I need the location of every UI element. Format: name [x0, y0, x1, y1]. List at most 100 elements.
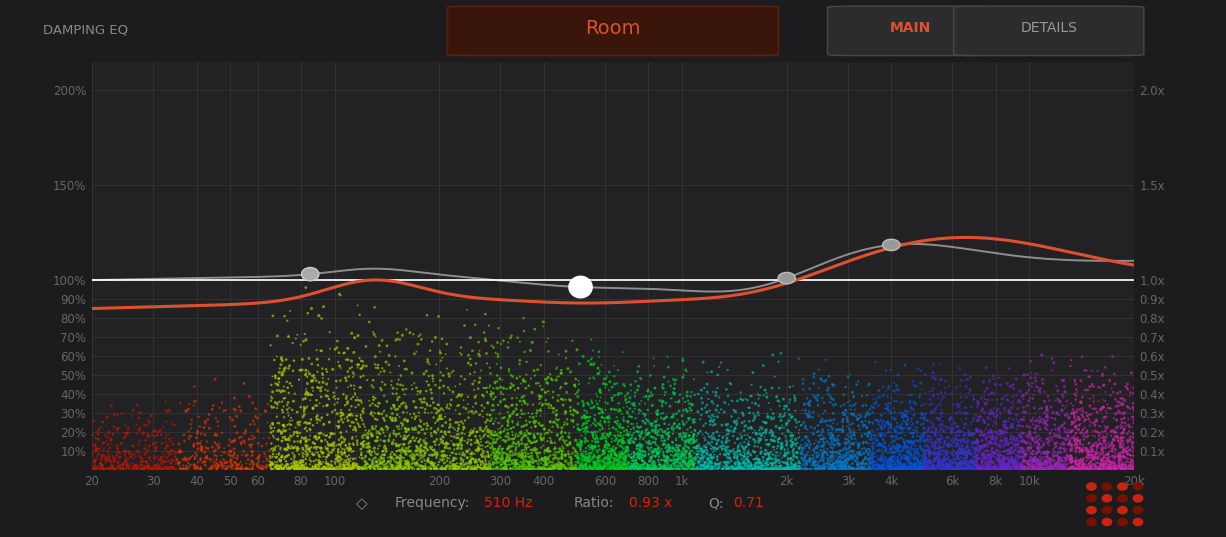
Point — [576, 455, 596, 464]
Point — [1040, 455, 1059, 463]
Point — [1025, 456, 1045, 465]
Point — [812, 417, 831, 426]
Point — [971, 465, 991, 473]
Point — [520, 459, 539, 468]
Point — [1076, 460, 1096, 469]
Point — [543, 393, 563, 402]
Point — [525, 444, 544, 453]
Point — [1123, 464, 1143, 473]
Point — [874, 465, 894, 473]
Point — [682, 453, 701, 462]
Point — [1008, 465, 1027, 473]
Point — [308, 461, 327, 469]
Point — [403, 330, 423, 339]
Point — [916, 416, 935, 425]
Point — [92, 451, 112, 460]
Point — [966, 411, 986, 419]
Point — [433, 415, 452, 423]
Point — [1029, 445, 1048, 454]
Point — [558, 449, 577, 458]
Point — [893, 465, 912, 473]
Point — [1032, 458, 1052, 467]
Point — [397, 459, 417, 467]
Point — [945, 463, 965, 472]
Point — [313, 364, 332, 373]
Point — [928, 414, 948, 423]
Point — [302, 360, 321, 368]
Point — [733, 465, 753, 473]
Point — [948, 448, 967, 457]
Point — [657, 430, 677, 438]
Point — [1091, 429, 1111, 438]
Point — [1125, 424, 1145, 433]
Point — [1065, 447, 1085, 455]
Point — [205, 451, 224, 460]
Point — [897, 424, 917, 433]
Point — [881, 444, 901, 453]
Point — [1053, 439, 1073, 447]
Point — [726, 465, 745, 473]
Point — [1014, 457, 1034, 466]
Point — [964, 463, 983, 472]
Point — [411, 445, 430, 454]
Point — [553, 463, 573, 471]
Point — [613, 439, 633, 447]
Point — [971, 462, 991, 470]
Point — [1003, 463, 1022, 471]
Point — [725, 465, 744, 473]
Point — [1037, 447, 1057, 456]
Point — [1031, 459, 1051, 467]
Point — [83, 462, 103, 471]
Point — [206, 413, 226, 422]
Point — [1018, 464, 1037, 473]
Point — [1098, 449, 1118, 458]
Point — [592, 465, 612, 473]
Point — [311, 437, 331, 446]
Point — [440, 464, 460, 473]
Point — [945, 429, 965, 437]
Point — [967, 436, 987, 444]
Point — [835, 451, 855, 460]
Point — [595, 448, 614, 456]
Point — [875, 453, 895, 462]
Point — [755, 386, 775, 394]
Point — [232, 451, 251, 459]
Point — [539, 444, 559, 452]
Point — [310, 416, 330, 425]
Point — [591, 434, 611, 443]
Point — [370, 465, 390, 473]
Point — [273, 420, 293, 429]
Point — [282, 432, 302, 441]
Point — [700, 432, 720, 441]
Point — [973, 465, 993, 473]
Point — [1111, 408, 1130, 417]
Point — [606, 465, 625, 473]
Point — [873, 458, 893, 466]
Point — [760, 454, 780, 463]
Point — [923, 384, 943, 393]
Point — [628, 463, 647, 472]
Point — [479, 462, 499, 470]
Point — [954, 423, 973, 432]
Point — [181, 420, 201, 429]
Point — [718, 449, 738, 458]
Point — [658, 434, 678, 443]
Point — [390, 393, 409, 402]
Point — [390, 430, 409, 438]
Point — [606, 431, 625, 440]
Point — [897, 415, 917, 423]
Point — [1024, 465, 1043, 473]
Point — [118, 429, 137, 437]
Point — [938, 441, 958, 449]
Point — [837, 408, 857, 416]
Point — [917, 462, 937, 471]
Point — [786, 462, 805, 471]
Point — [432, 456, 451, 465]
Point — [146, 432, 166, 440]
Point — [590, 452, 609, 460]
Point — [1119, 427, 1139, 436]
Point — [843, 393, 863, 401]
Point — [1083, 447, 1102, 455]
Point — [723, 426, 743, 435]
Point — [570, 461, 590, 470]
